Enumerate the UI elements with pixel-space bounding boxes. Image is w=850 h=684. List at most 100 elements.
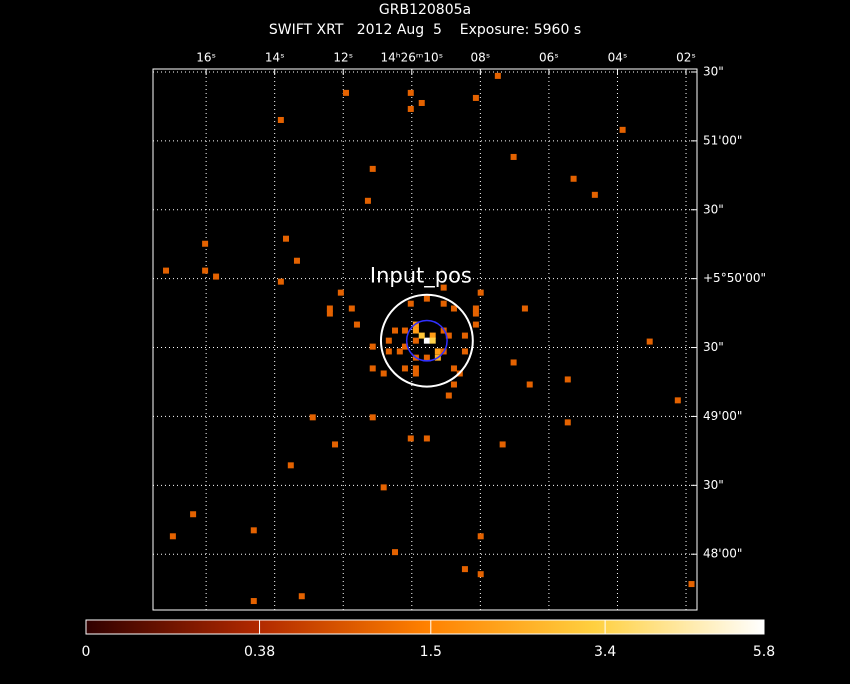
region-label: Input_pos bbox=[370, 264, 472, 289]
photon bbox=[564, 419, 571, 426]
photon bbox=[423, 295, 430, 302]
photon bbox=[521, 305, 528, 312]
y-tick-label: 30" bbox=[703, 478, 724, 492]
photon bbox=[293, 257, 300, 264]
photon bbox=[450, 381, 457, 388]
chart-subtitle: SWIFT XRT 2012 Aug 5 Exposure: 5960 s bbox=[269, 22, 581, 38]
photon bbox=[298, 593, 305, 600]
photon bbox=[591, 191, 598, 198]
photon bbox=[407, 435, 414, 442]
photon bbox=[445, 392, 452, 399]
photon bbox=[564, 376, 571, 383]
photon bbox=[385, 337, 392, 344]
y-tick-label: 30" bbox=[703, 64, 724, 78]
x-tick-label: 14ʰ26ᵐ10ˢ bbox=[380, 51, 443, 65]
photon bbox=[277, 278, 284, 285]
photon bbox=[385, 348, 392, 355]
photon bbox=[450, 365, 457, 372]
colorbar-tick-label: 0 bbox=[82, 644, 91, 660]
photon bbox=[396, 348, 403, 355]
y-tick-label: 51'00" bbox=[703, 133, 742, 147]
photon bbox=[369, 165, 376, 172]
photon bbox=[423, 435, 430, 442]
x-tick-label: 16ˢ bbox=[196, 51, 216, 65]
position-marker bbox=[405, 319, 448, 362]
photon bbox=[429, 332, 436, 339]
colorbar-tick-label: 0.38 bbox=[244, 644, 275, 660]
photon bbox=[412, 321, 419, 328]
photon bbox=[494, 72, 501, 79]
photon bbox=[348, 305, 355, 312]
photon bbox=[250, 598, 257, 605]
photon bbox=[202, 240, 209, 247]
photon bbox=[472, 321, 479, 328]
photon bbox=[450, 305, 457, 312]
colorbar bbox=[85, 619, 765, 635]
photon bbox=[283, 235, 290, 242]
photon bbox=[688, 581, 695, 588]
photon bbox=[526, 381, 533, 388]
x-tick-label: 08ˢ bbox=[470, 51, 490, 65]
plot-frame bbox=[152, 68, 698, 611]
colorbar-tick-label: 5.8 bbox=[753, 644, 775, 660]
photon bbox=[619, 126, 626, 133]
photon bbox=[342, 89, 349, 96]
photon bbox=[250, 527, 257, 534]
photon bbox=[423, 354, 430, 361]
photon bbox=[412, 337, 419, 344]
photon bbox=[392, 327, 399, 334]
colorbar-tick-label: 1.5 bbox=[420, 644, 442, 660]
photon bbox=[510, 153, 517, 160]
photon bbox=[213, 273, 220, 280]
photon bbox=[202, 267, 209, 274]
photon bbox=[190, 511, 197, 518]
x-tick-label: 14ˢ bbox=[265, 51, 285, 65]
photon bbox=[364, 197, 371, 204]
x-tick-label: 12ˢ bbox=[333, 51, 353, 65]
photon bbox=[326, 310, 333, 317]
photon bbox=[510, 359, 517, 366]
photon bbox=[169, 533, 176, 540]
photon bbox=[440, 284, 447, 291]
photon bbox=[401, 343, 408, 350]
photon bbox=[287, 462, 294, 469]
y-tick-label: 48'00" bbox=[703, 547, 742, 561]
photon bbox=[337, 289, 344, 296]
photon bbox=[369, 343, 376, 350]
photon bbox=[163, 267, 170, 274]
photon bbox=[418, 99, 425, 106]
x-tick-label: 04ˢ bbox=[608, 51, 628, 65]
photon bbox=[353, 321, 360, 328]
photon bbox=[412, 365, 419, 372]
photon bbox=[392, 549, 399, 556]
photon bbox=[418, 332, 425, 339]
photon bbox=[461, 348, 468, 355]
photon bbox=[423, 337, 430, 344]
photon bbox=[407, 300, 414, 307]
photon bbox=[380, 370, 387, 377]
region-circle bbox=[379, 293, 474, 388]
photon bbox=[499, 441, 506, 448]
photon bbox=[477, 289, 484, 296]
photon bbox=[407, 105, 414, 112]
chart-title: GRB120805a bbox=[379, 2, 471, 18]
photon bbox=[570, 175, 577, 182]
photon bbox=[380, 484, 387, 491]
photon bbox=[461, 566, 468, 573]
photon bbox=[440, 300, 447, 307]
x-tick-label: 02ˢ bbox=[676, 51, 696, 65]
y-tick-label: 49'00" bbox=[703, 409, 742, 423]
photon bbox=[472, 94, 479, 101]
photon bbox=[326, 305, 333, 312]
photon bbox=[401, 327, 408, 334]
photon bbox=[412, 370, 419, 377]
photon bbox=[369, 414, 376, 421]
photon bbox=[401, 365, 408, 372]
x-tick-label: 06ˢ bbox=[539, 51, 559, 65]
photon bbox=[477, 571, 484, 578]
photon bbox=[277, 116, 284, 123]
photon bbox=[407, 89, 414, 96]
photon bbox=[445, 332, 452, 339]
